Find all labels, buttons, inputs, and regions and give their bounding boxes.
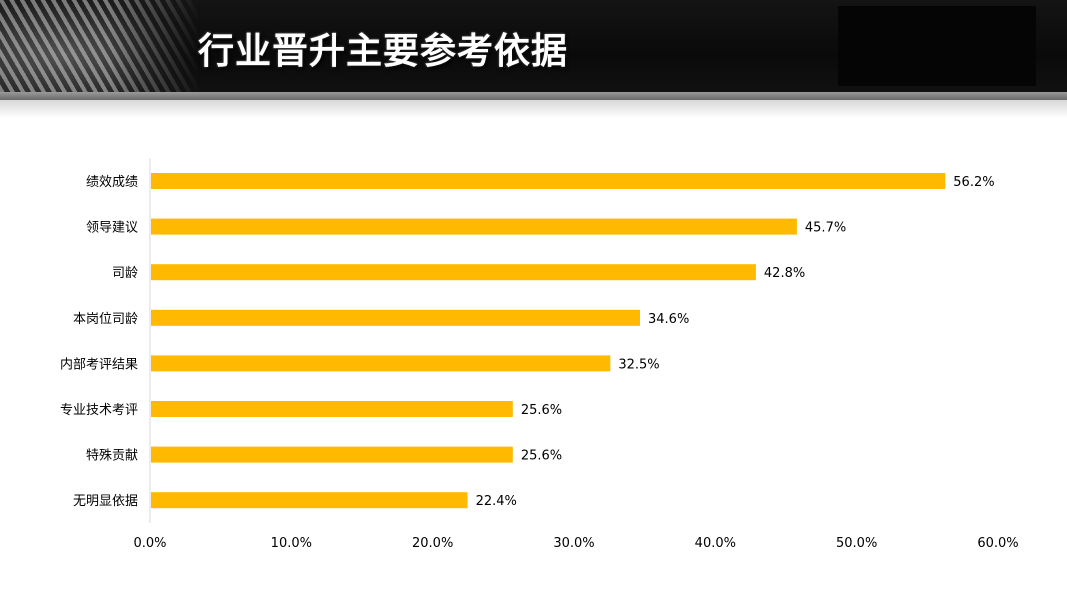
bar	[151, 264, 756, 281]
bar	[151, 309, 641, 326]
slide-header: 行业晋升主要参考依据	[0, 0, 1067, 92]
value-labels: 56.2% 45.7% 42.8% 34.6% 32.5% 25.6% 25.6% 22.4%	[476, 175, 995, 509]
x-tick-label: 10.0%	[271, 536, 312, 551]
value-label: 45.7%	[805, 221, 846, 236]
value-label: 25.6%	[521, 403, 562, 418]
value-label: 32.5%	[618, 357, 659, 372]
page-title: 行业晋升主要参考依据	[198, 31, 569, 72]
x-tick-label: 20.0%	[412, 536, 453, 551]
category-label: 内部考评结果	[60, 356, 138, 372]
header-dark-panel	[838, 6, 1036, 86]
category-label: 领导建议	[86, 221, 138, 236]
x-tick-label: 60.0%	[977, 536, 1018, 551]
category-label: 司龄	[112, 266, 138, 281]
value-label: 34.6%	[648, 312, 689, 327]
x-tick-label: 50.0%	[836, 536, 877, 551]
value-label: 56.2%	[953, 175, 994, 190]
x-tick-labels: 0.0% 10.0% 20.0% 30.0% 40.0% 50.0% 60.0%	[133, 536, 1018, 551]
category-label: 专业技术考评	[60, 403, 138, 418]
bar	[151, 401, 513, 417]
category-label: 无明显依据	[73, 494, 138, 509]
bar	[151, 355, 611, 372]
bar	[151, 218, 797, 235]
category-label: 绩效成绩	[86, 175, 138, 190]
bars-group	[151, 173, 946, 509]
header-shadow	[0, 100, 1067, 118]
x-tick-label: 30.0%	[553, 536, 594, 551]
category-label: 特殊贡献	[86, 449, 138, 464]
bar	[151, 492, 468, 509]
gear-photo-decoration	[0, 0, 200, 92]
category-label: 本岗位司龄	[73, 312, 138, 327]
bar	[151, 173, 946, 189]
x-tick-label: 0.0%	[133, 536, 166, 551]
bar	[151, 446, 513, 463]
x-tick-label: 40.0%	[695, 536, 736, 551]
value-label: 42.8%	[764, 266, 805, 281]
header-divider-bar	[0, 92, 1067, 100]
value-label: 25.6%	[521, 449, 562, 464]
value-label: 22.4%	[476, 494, 517, 509]
